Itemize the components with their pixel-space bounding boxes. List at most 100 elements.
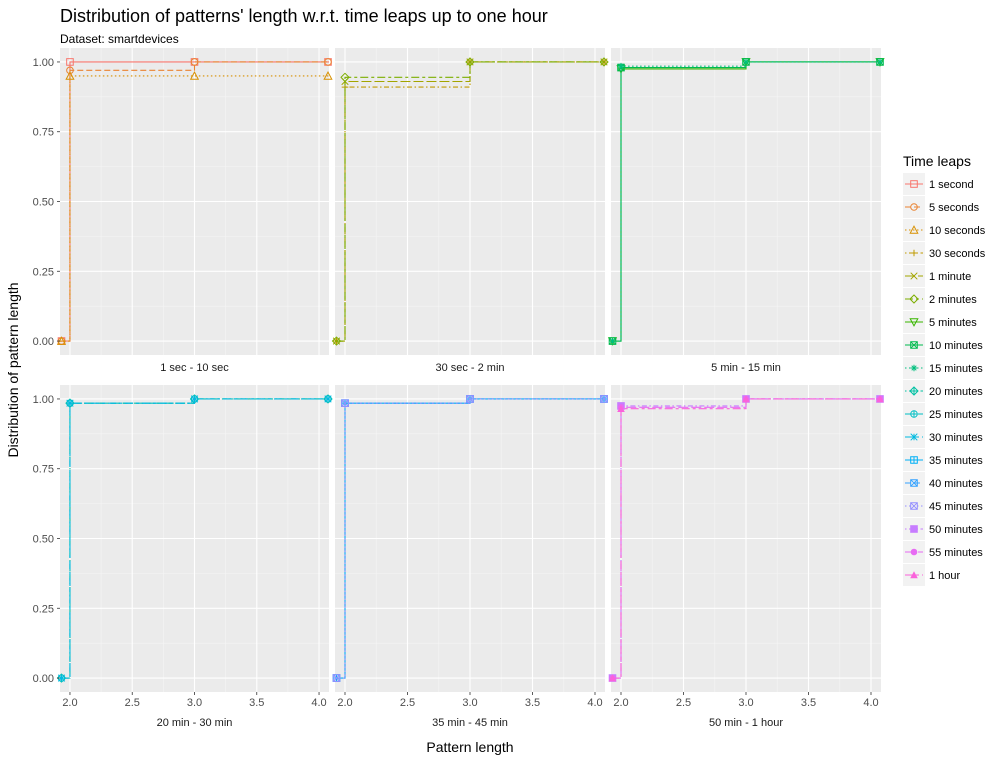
panel-strip-label: 35 min - 45 min — [432, 717, 508, 729]
legend-item: 10 minutes — [903, 334, 983, 356]
legend-marker — [910, 203, 918, 211]
facet-panel: 0.00 0.25 0.50 0.75 1.00 1 sec - 10 sec — [33, 48, 333, 374]
legend-item: 30 seconds — [903, 242, 986, 264]
legend-marker — [910, 571, 918, 579]
legend-label: 1 hour — [929, 570, 961, 582]
legend-marker — [910, 180, 918, 188]
data-point — [189, 71, 200, 80]
data-point — [341, 399, 349, 407]
data-point — [600, 395, 608, 403]
legend-item: 5 minutes — [903, 311, 977, 333]
legend-item: 40 minutes — [903, 472, 983, 494]
data-point — [324, 395, 332, 403]
legend-marker — [910, 410, 918, 418]
x-tick-label: 2.0 — [62, 697, 77, 709]
facet-panels: 0.00 0.25 0.50 0.75 1.00 1 sec - 10 sec 30 sec… — [33, 48, 885, 729]
series-line — [60, 61, 329, 342]
x-tick-label: 4.0 — [587, 697, 602, 709]
x-tick-label: 2.5 — [676, 697, 691, 709]
x-tick-label: 2.5 — [400, 697, 415, 709]
legend-label: 5 seconds — [929, 202, 980, 214]
legend-key — [903, 288, 925, 310]
data-point — [608, 674, 617, 682]
data-point — [617, 62, 625, 70]
legend-marker — [910, 502, 918, 510]
data-point — [599, 57, 609, 67]
data-point — [57, 674, 66, 682]
legend-item: 1 second — [903, 173, 974, 195]
facet-panel: 0.00 0.25 0.50 0.75 1.00 2.0 2.5 3.0 3.5 4.0 20 mi… — [33, 385, 333, 729]
y-tick-label: 0.50 — [33, 197, 54, 209]
panel-strip-label: 5 min - 15 min — [711, 362, 781, 374]
x-axis-title: Pattern length — [426, 739, 513, 755]
legend-label: 10 seconds — [929, 225, 986, 237]
x-tick-label: 3.5 — [525, 697, 540, 709]
x-tick-label: 2.5 — [125, 697, 140, 709]
legend-marker — [910, 410, 918, 418]
legend-label: 10 minutes — [929, 340, 983, 352]
facet-panel: 2.0 2.5 3.0 3.5 4.0 50 min - 1 hour — [608, 385, 884, 729]
y-tick-label: 0.00 — [33, 673, 54, 685]
data-point — [190, 58, 199, 66]
x-tick-label: 2.0 — [613, 697, 628, 709]
x-tick-label: 4.0 — [311, 697, 326, 709]
legend-marker — [910, 479, 918, 487]
x-tick-label: 3.0 — [187, 697, 202, 709]
legend-label: 40 minutes — [929, 478, 983, 490]
legend-item: 50 minutes — [903, 518, 983, 540]
series-line — [335, 61, 605, 342]
legend-marker — [910, 525, 918, 533]
y-tick-label: 1.00 — [33, 394, 54, 406]
data-point — [466, 395, 474, 403]
data-point — [609, 337, 616, 345]
panel-strip-label: 50 min - 1 hour — [709, 717, 783, 729]
data-point — [742, 395, 750, 403]
legend-label: 15 minutes — [929, 363, 983, 375]
legend-item: 15 minutes — [903, 357, 983, 379]
legend-label: 30 seconds — [929, 248, 986, 260]
chart-title: Distribution of patterns' length w.r.t. … — [60, 6, 548, 26]
series-line — [60, 398, 329, 679]
legend-item: 45 minutes — [903, 495, 983, 517]
legend-label: 1 second — [929, 179, 974, 191]
data-point — [65, 71, 75, 80]
series-line — [611, 61, 881, 342]
legend-marker — [910, 456, 918, 464]
facet-panel: 2.0 2.5 3.0 3.5 4.0 35 min - 45 min — [332, 385, 608, 729]
legend-marker — [910, 341, 918, 349]
legend-label: 25 minutes — [929, 409, 983, 421]
legend-label: 35 minutes — [929, 455, 983, 467]
legend-marker — [909, 386, 919, 396]
data-point — [617, 404, 625, 413]
legend-label: 50 minutes — [929, 524, 983, 536]
chart-subtitle: Dataset: smartdevices — [60, 32, 179, 46]
panel-strip-label: 1 sec - 10 sec — [160, 362, 229, 374]
legend-label: 20 minutes — [929, 386, 983, 398]
legend-label: 55 minutes — [929, 547, 983, 559]
legend-item: 55 minutes — [903, 541, 983, 563]
legend-item: 25 minutes — [903, 403, 983, 425]
x-tick-label: 3.5 — [249, 697, 264, 709]
legend-marker — [910, 548, 918, 556]
panel-strip-label: 30 sec - 2 min — [435, 362, 504, 374]
legend-label: 2 minutes — [929, 294, 977, 306]
data-point — [66, 66, 74, 75]
x-tick-label: 3.5 — [801, 697, 816, 709]
panel-strip-label: 20 min - 30 min — [157, 717, 233, 729]
legend-item: 30 minutes — [903, 426, 983, 448]
x-tick-label: 2.0 — [337, 697, 352, 709]
facet-panel: 30 sec - 2 min — [331, 48, 609, 374]
legend-marker — [909, 318, 919, 327]
legend-marker — [909, 225, 919, 234]
legend-label: 1 minute — [929, 271, 971, 283]
legend-item: 1 minute — [903, 265, 971, 287]
y-tick-label: 0.25 — [33, 266, 54, 278]
data-point — [324, 58, 332, 66]
legend-marker — [910, 433, 918, 441]
y-tick-label: 0.50 — [33, 534, 54, 546]
data-point — [742, 58, 750, 66]
x-tick-label: 4.0 — [863, 697, 878, 709]
legend-label: 30 minutes — [929, 432, 983, 444]
data-point — [66, 58, 74, 66]
legend-marker — [910, 364, 918, 372]
